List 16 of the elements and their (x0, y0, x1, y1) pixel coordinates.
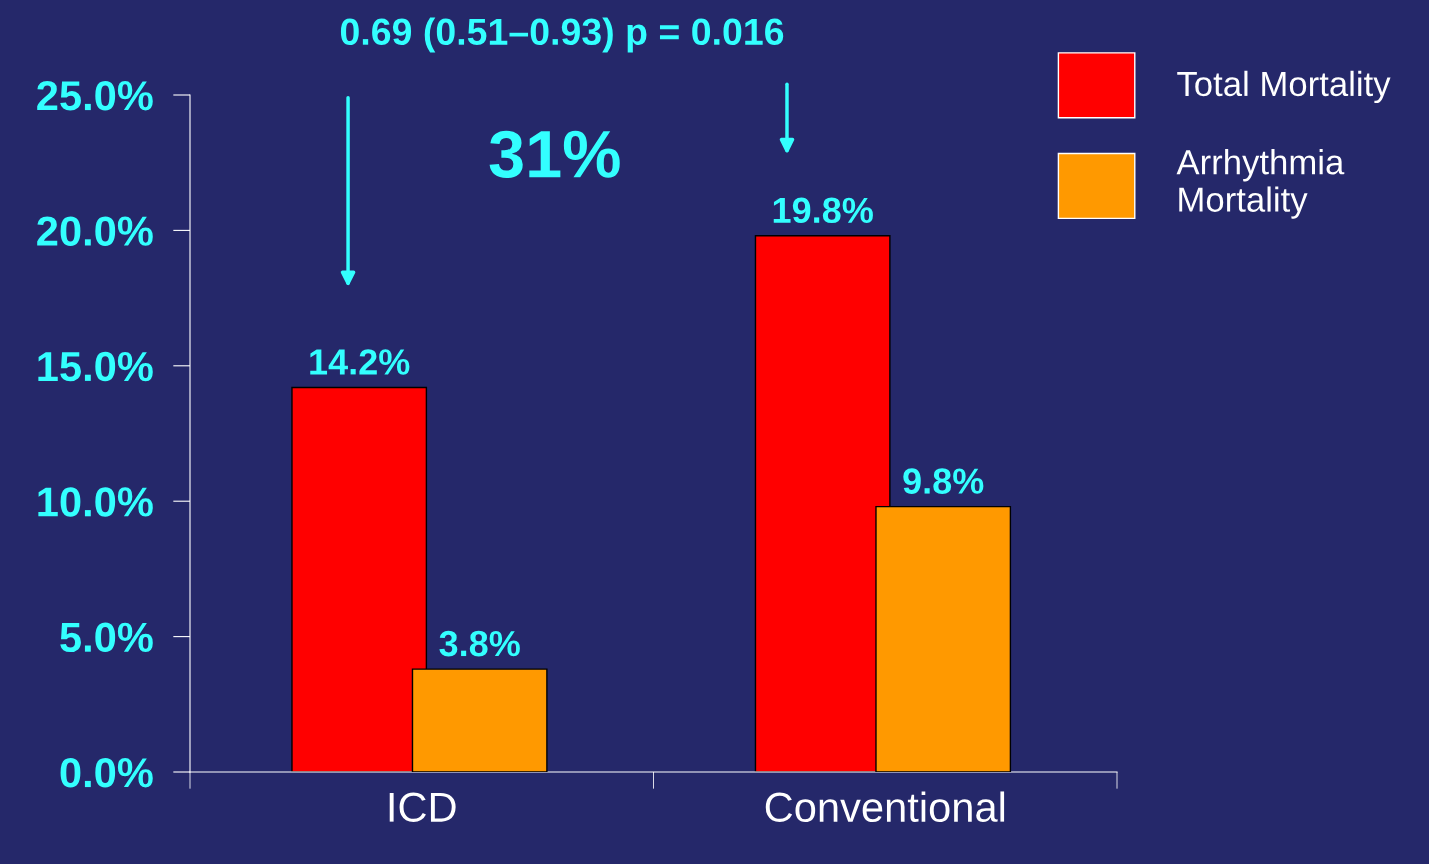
text: 3.8% (439, 630, 520, 657)
text: 9.8% (903, 468, 984, 494)
text: 19.8% (773, 197, 873, 224)
legend-label: Total Mortality (1177, 70, 1391, 104)
y-tick-label: 15.0% (38, 351, 153, 382)
annotation: 31% (489, 130, 620, 178)
x-tick-label: Conventional (765, 791, 1005, 823)
text: 14.2% (310, 349, 410, 375)
x-tick-label: ICD (389, 792, 456, 823)
y-tick-label: 25.0% (37, 81, 153, 111)
y-tick-label: 0.0% (60, 758, 153, 788)
legend-label: Arrhythmia Mortality (1176, 149, 1345, 219)
y-tick-label: 10.0% (38, 487, 153, 517)
y-tick-label: 5.0% (60, 622, 153, 653)
text: 0.69 (0.51–0.93) p = 0.016 (340, 17, 784, 53)
y-tick-label: 20.0% (37, 216, 153, 246)
